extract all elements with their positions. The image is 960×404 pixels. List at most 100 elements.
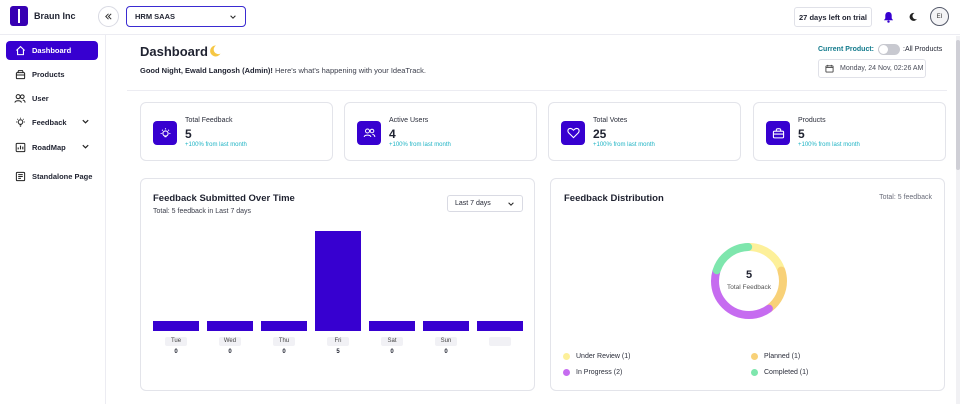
legend-dot	[751, 353, 758, 360]
stat-value: 5	[185, 127, 192, 141]
slice-planned[interactable]	[711, 243, 787, 319]
legend-item-under-review: Under Review (1)	[563, 353, 630, 360]
stat-label: Active Users	[389, 117, 429, 124]
legend-dot	[563, 353, 570, 360]
slice-completed[interactable]	[711, 243, 787, 319]
stat-card-total-feedback: Total Feedback 5 +100% from last month	[140, 102, 333, 161]
slice-in-progress[interactable]	[711, 243, 787, 319]
greeting-name: Good Night, Ewald Langosh (Admin)!	[140, 66, 273, 75]
bar-wed[interactable]	[207, 321, 253, 331]
date-text: Monday, 24 Nov, 02:26 AM	[840, 65, 924, 72]
tick-label: Thu	[273, 337, 295, 346]
page-icon	[14, 171, 26, 183]
home-icon	[14, 45, 26, 57]
product-select[interactable]: HRM SAAS	[126, 6, 246, 27]
data-label: 0	[228, 349, 232, 355]
heart-icon	[561, 121, 585, 145]
lightbulb-icon	[14, 117, 26, 129]
page-title: Dashboard	[140, 44, 208, 59]
tick-label: Sun	[435, 337, 457, 346]
donut-center-value: 5	[745, 269, 753, 281]
panel-title: Feedback Distribution	[564, 193, 664, 204]
data-label: 0	[282, 349, 286, 355]
notifications-button[interactable]	[880, 9, 896, 25]
bar-chart: Tue 0 Wed 0 Thu 0 Fri 5 Sat 0 Sun 0	[141, 179, 536, 392]
tick-label: Sat	[381, 337, 403, 346]
collapse-sidebar-button[interactable]	[98, 6, 119, 27]
sidebar-item-roadmap[interactable]: RoadMap	[6, 138, 98, 157]
header-divider	[127, 90, 947, 91]
stat-delta: +100% from last month	[798, 142, 860, 148]
moon-icon	[909, 12, 917, 21]
double-chevron-left-icon	[105, 13, 112, 20]
bar-tue[interactable]	[153, 321, 199, 331]
sidebar-item-label: User	[32, 94, 49, 103]
lightbulb-icon	[153, 121, 177, 145]
theme-toggle-button[interactable]	[905, 9, 921, 25]
sidebar-item-products[interactable]: Products	[6, 65, 98, 84]
sidebar-item-user[interactable]: User	[6, 89, 98, 108]
legend-label: Planned (1)	[764, 353, 801, 360]
trial-badge[interactable]: 27 days left on trial	[794, 7, 872, 27]
range-select[interactable]: Last 7 days	[447, 195, 523, 212]
legend-label: Under Review (1)	[576, 353, 631, 360]
brand-logo	[10, 6, 28, 26]
bar-sun[interactable]	[423, 321, 469, 331]
chevron-down-icon	[82, 119, 89, 124]
legend-item-completed: Completed (1)	[751, 369, 808, 376]
distribution-total: Total: 5 feedback	[879, 194, 932, 201]
panel-title: Feedback Submitted Over Time	[153, 193, 295, 204]
legend-label: In Progress (2)	[576, 369, 623, 376]
stat-label: Total Votes	[593, 117, 628, 124]
page-scrollbar[interactable]	[956, 36, 960, 404]
bar-today[interactable]	[477, 321, 523, 331]
user-avatar[interactable]: EI	[930, 7, 949, 26]
legend-item-in-progress: In Progress (2)	[563, 369, 622, 376]
stat-card-total-votes: Total Votes 25 +100% from last month	[548, 102, 741, 161]
current-product-switch: Current Product: :All Products	[818, 44, 942, 55]
stat-value: 25	[593, 127, 607, 141]
panel-subtitle: Total: 5 feedback in Last 7 days	[153, 208, 252, 215]
data-label: 0	[444, 349, 448, 355]
scrollbar-thumb[interactable]	[956, 40, 960, 170]
calendar-icon	[825, 64, 834, 73]
date-display: Monday, 24 Nov, 02:26 AM	[818, 59, 926, 78]
product-select-value: HRM SAAS	[135, 12, 176, 21]
sidebar-item-standalone-page[interactable]: Standalone Page	[6, 167, 98, 186]
data-label: 5	[336, 349, 340, 355]
chevron-down-icon	[82, 144, 89, 149]
brand-name: Braun Inc	[34, 11, 76, 21]
users-icon	[357, 121, 381, 145]
chevron-down-icon	[230, 14, 236, 19]
roadmap-icon	[14, 142, 26, 154]
bar-sat[interactable]	[369, 321, 415, 331]
feedback-over-time-panel: Feedback Submitted Over Time Total: 5 fe…	[140, 178, 535, 391]
tick-label	[489, 337, 511, 346]
sidebar-item-label: Dashboard	[32, 46, 72, 55]
greeting-text: Good Night, Ewald Langosh (Admin)! Here'…	[140, 66, 426, 75]
stat-label: Total Feedback	[185, 117, 233, 124]
sidebar-item-dashboard[interactable]: Dashboard	[6, 41, 98, 60]
stat-label: Products	[798, 117, 826, 124]
data-label: 0	[174, 349, 178, 355]
bar-fri[interactable]	[315, 231, 361, 331]
stat-value: 4	[389, 127, 396, 141]
top-bar: Braun Inc HRM SAAS 27 days left on trial…	[0, 0, 960, 35]
box-icon	[14, 69, 26, 81]
bell-icon	[883, 11, 893, 23]
sidebar-item-feedback[interactable]: Feedback	[6, 113, 98, 132]
stat-card-products: Products 5 +100% from last month	[753, 102, 946, 161]
donut-svg	[711, 243, 787, 319]
sidebar-item-label: Products	[32, 70, 65, 79]
tick-label: Tue	[165, 337, 187, 346]
all-products-toggle[interactable]	[878, 44, 900, 55]
data-label: 0	[390, 349, 394, 355]
legend-label: Completed (1)	[764, 369, 809, 376]
bar-thu[interactable]	[261, 321, 307, 331]
sidebar-item-label: Feedback	[32, 118, 67, 127]
current-product-label: Current Product:	[818, 46, 874, 53]
bag-icon	[766, 121, 790, 145]
stat-delta: +100% from last month	[185, 142, 247, 148]
donut-chart: 5 Total Feedback	[709, 241, 789, 321]
stat-value: 5	[798, 127, 805, 141]
